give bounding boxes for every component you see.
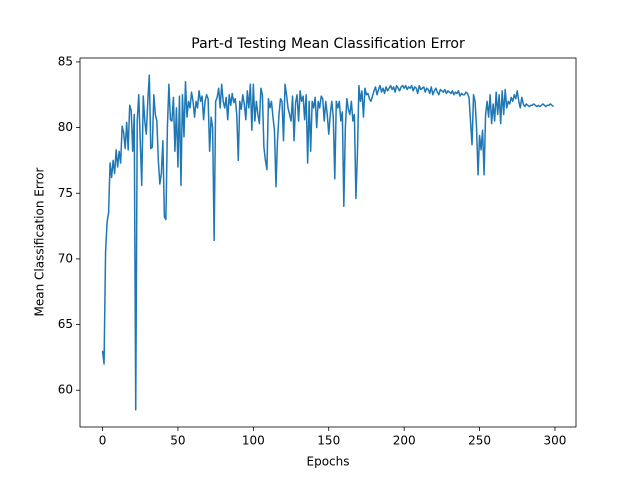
x-tick-label: 0 — [99, 434, 107, 448]
x-tick-label: 300 — [544, 434, 567, 448]
x-tick-label: 250 — [468, 434, 491, 448]
x-tick-label: 100 — [242, 434, 265, 448]
y-tick-label: 70 — [58, 251, 73, 265]
y-tick-label: 75 — [58, 186, 73, 200]
data-line — [101, 74, 554, 411]
y-tick-label: 60 — [58, 383, 73, 397]
x-tick-label: 200 — [393, 434, 416, 448]
plot-frame — [79, 57, 577, 428]
x-tick-label: 50 — [170, 434, 185, 448]
x-tick-label: 150 — [317, 434, 340, 448]
y-tick-label: 85 — [58, 54, 73, 68]
y-axis-label: Mean Classification Error — [33, 167, 47, 316]
x-axis-label: Epochs — [307, 455, 350, 469]
y-tick-label: 65 — [58, 317, 73, 331]
y-tick-label: 80 — [58, 120, 73, 134]
chart-title: Part-d Testing Mean Classification Error — [191, 36, 465, 52]
